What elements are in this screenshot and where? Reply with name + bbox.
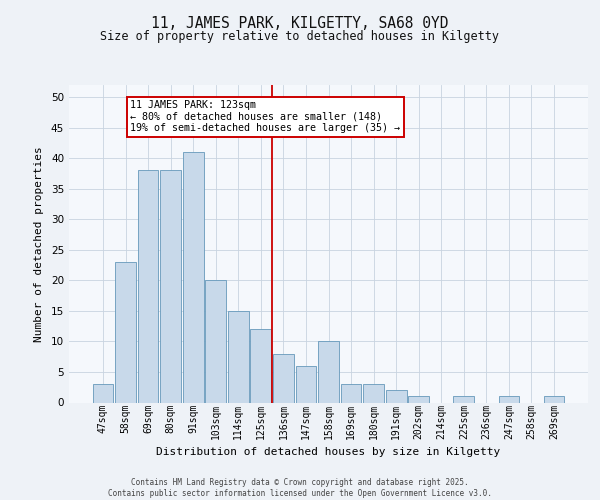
Y-axis label: Number of detached properties: Number of detached properties <box>34 146 44 342</box>
Bar <box>386 390 407 402</box>
Bar <box>409 396 429 402</box>
Bar <box>205 280 226 402</box>
Bar <box>296 366 316 403</box>
Bar <box>454 396 474 402</box>
Bar <box>250 329 271 402</box>
Bar <box>341 384 361 402</box>
Bar <box>363 384 384 402</box>
Bar <box>228 311 248 402</box>
Text: Size of property relative to detached houses in Kilgetty: Size of property relative to detached ho… <box>101 30 499 43</box>
Bar <box>318 342 339 402</box>
Bar <box>137 170 158 402</box>
Bar <box>160 170 181 402</box>
X-axis label: Distribution of detached houses by size in Kilgetty: Distribution of detached houses by size … <box>157 448 500 458</box>
Text: Contains HM Land Registry data © Crown copyright and database right 2025.
Contai: Contains HM Land Registry data © Crown c… <box>108 478 492 498</box>
Bar <box>183 152 203 403</box>
Bar <box>92 384 113 402</box>
Bar <box>115 262 136 402</box>
Bar <box>499 396 520 402</box>
Bar <box>544 396 565 402</box>
Text: 11, JAMES PARK, KILGETTY, SA68 0YD: 11, JAMES PARK, KILGETTY, SA68 0YD <box>151 16 449 31</box>
Text: 11 JAMES PARK: 123sqm
← 80% of detached houses are smaller (148)
19% of semi-det: 11 JAMES PARK: 123sqm ← 80% of detached … <box>130 100 400 134</box>
Bar <box>273 354 294 403</box>
